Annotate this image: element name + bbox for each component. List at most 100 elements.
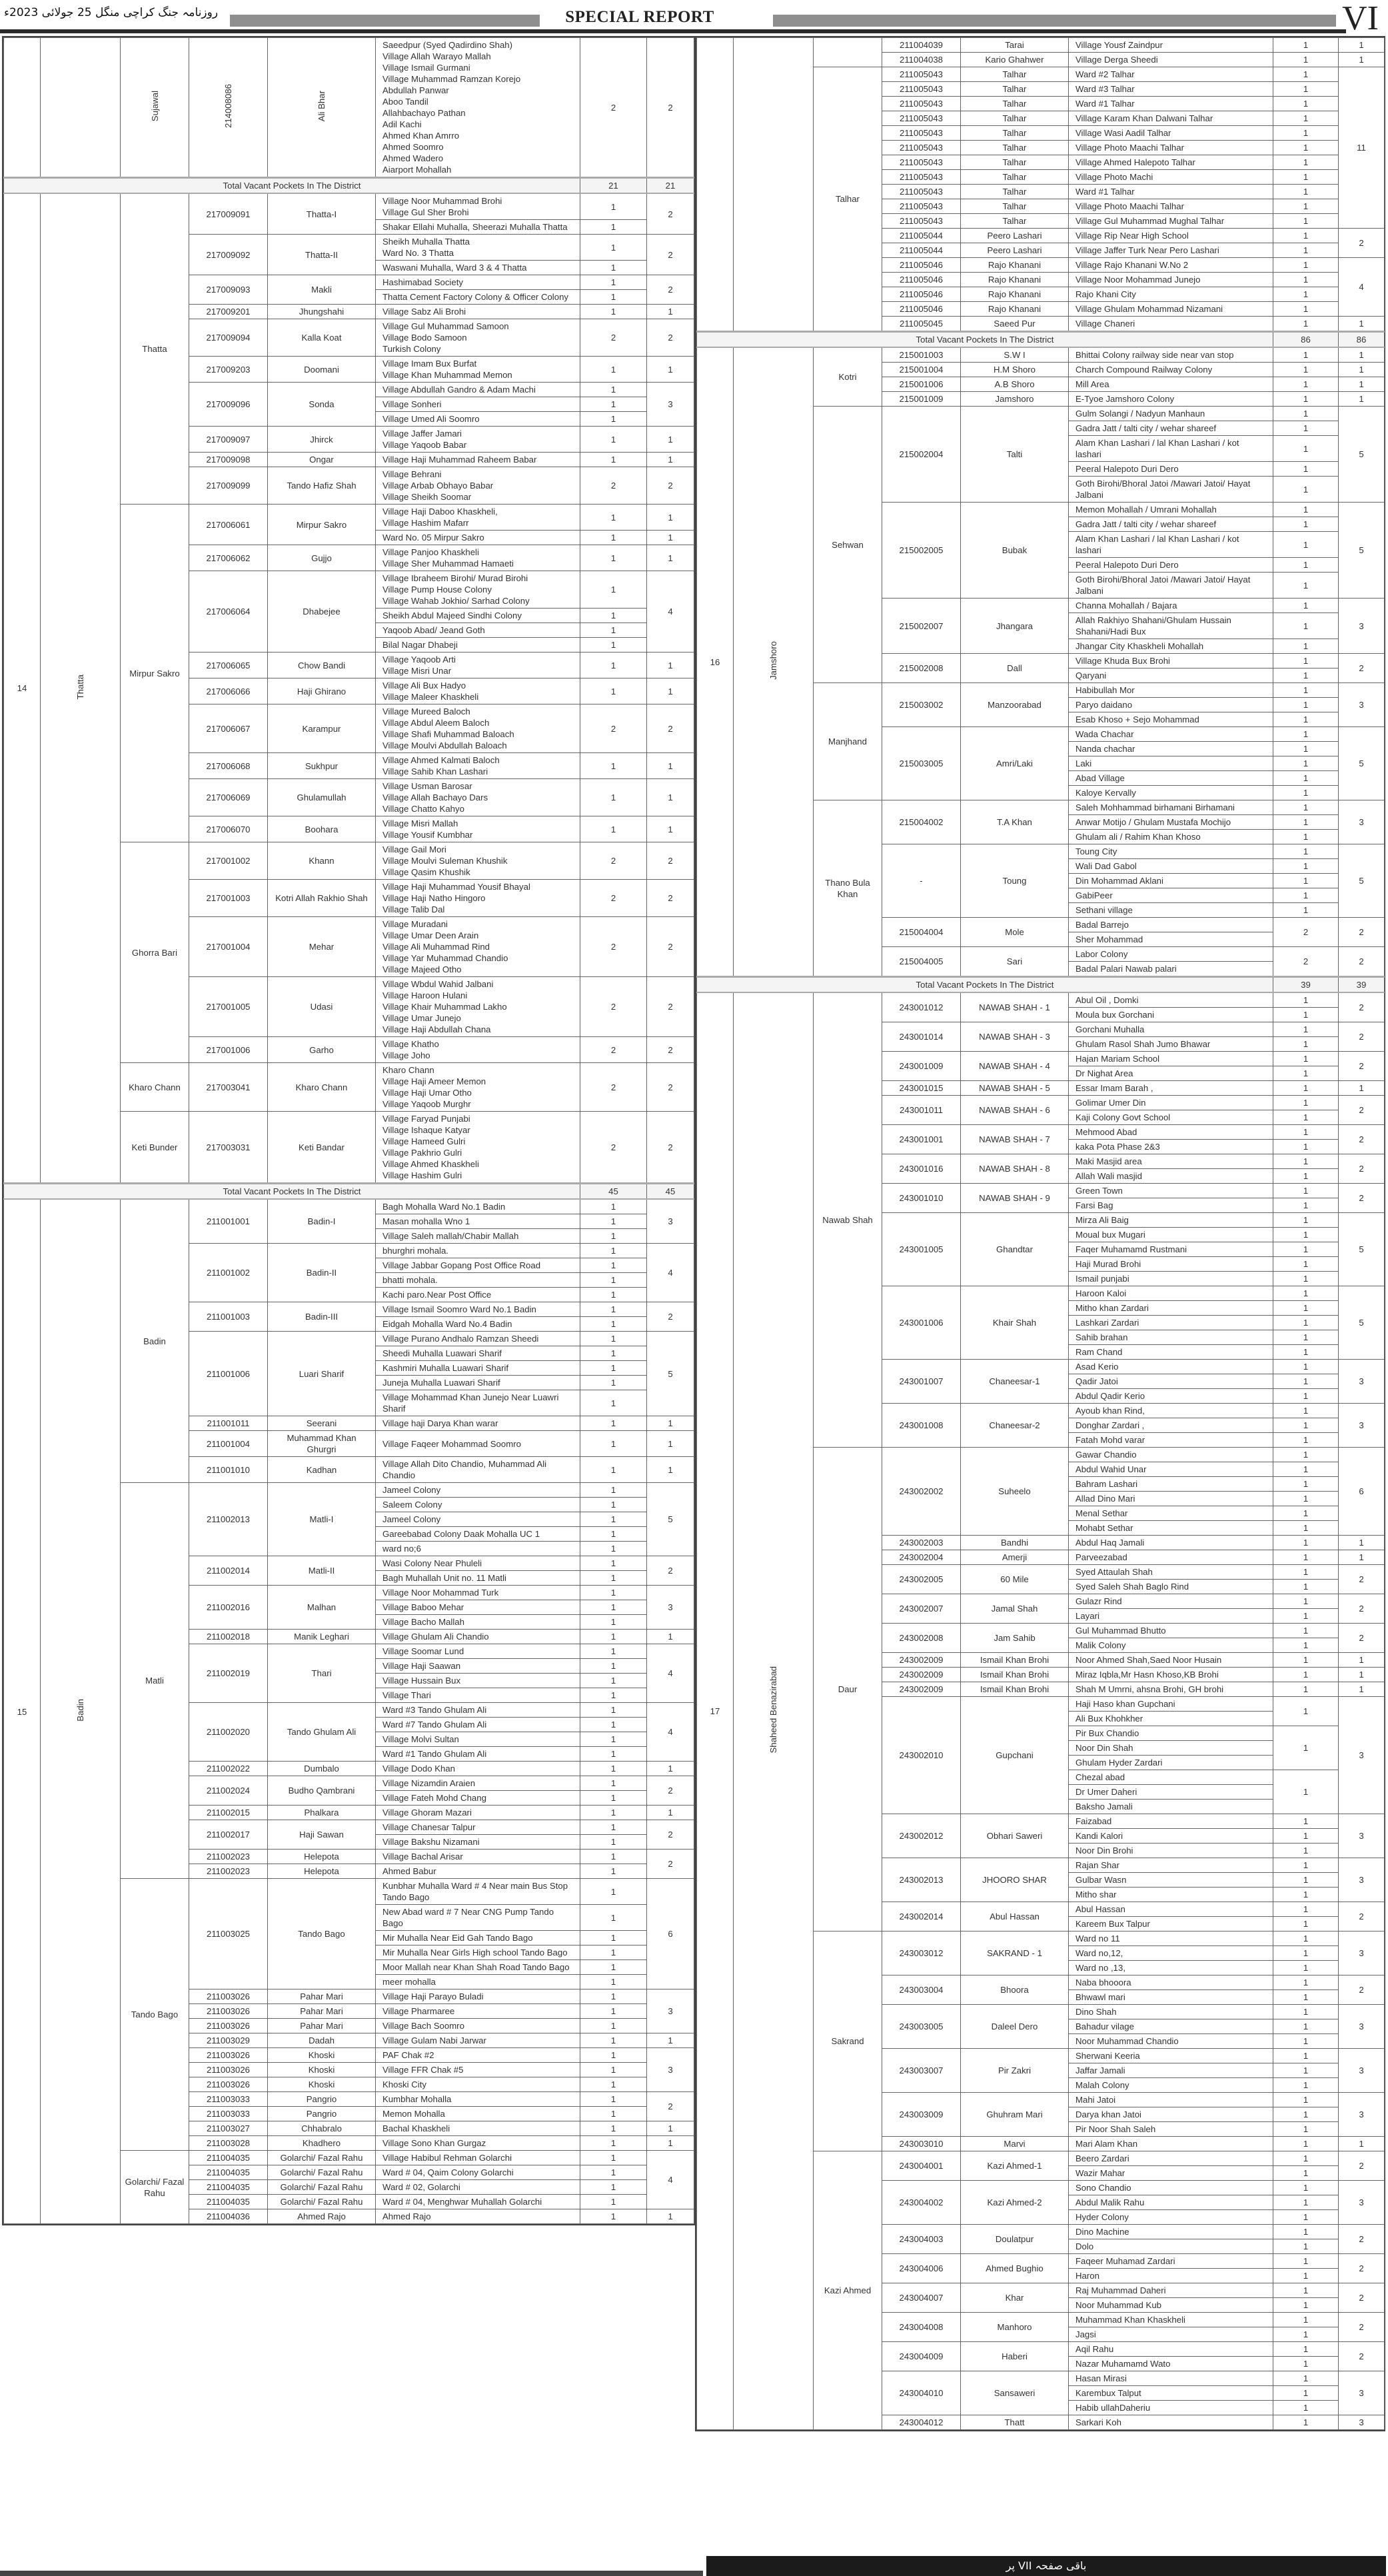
pocket-count: 1 xyxy=(1273,992,1339,1008)
pocket-count: 1 xyxy=(580,356,647,383)
uc-total: 1 xyxy=(646,1629,694,1644)
locality: Miraz Iqbla,Mr Hasn Khoso,KB Brohi xyxy=(1068,1667,1273,1682)
table-row: Goth Birohi/Bhoral Jatoi /Mawari Jatoi/ … xyxy=(697,476,1385,503)
uc-name: Pahar Mari xyxy=(267,2003,376,2019)
pocket-count: 1 xyxy=(580,1541,647,1556)
locality: Din Mohammad Aklani xyxy=(1068,873,1273,888)
uc-name: Amerji xyxy=(960,1550,1069,1565)
pocket-count: 1 xyxy=(580,2077,647,2092)
total-label: Total Vacant Pockets In The District xyxy=(3,1182,580,1200)
table-row: 211005046 Rajo Khanani Rajo Khani City 1 xyxy=(697,287,1385,302)
uc-code: 243001008 xyxy=(882,1403,961,1448)
uc-code: 211005044 xyxy=(882,228,961,243)
table-row: 243004010 Sansaweri Hasan Mirasi 1 3 xyxy=(697,2371,1385,2415)
locality: Village Ibraheem Birohi/ Murad Birohi Vi… xyxy=(375,571,580,609)
table-row: Abdul Wahid Unar 1 xyxy=(697,1462,1385,1477)
locality: Village Wasi Aadil Talhar xyxy=(1068,125,1273,141)
table-row: Jaffar Jamali 1 xyxy=(697,2063,1385,2078)
table-row: 243001001 NAWAB SHAH - 7 Mehmood Abad 1 2 xyxy=(697,1124,1385,1154)
locality: Village Bachal Arisar xyxy=(375,1849,580,1864)
table-row: Bahadur vilage 1 xyxy=(697,2019,1385,2034)
pocket-count: 1 xyxy=(1273,814,1339,830)
pocket-count: 1 xyxy=(580,2091,647,2107)
uc-code: 211005043 xyxy=(882,213,961,229)
locality: Kumbhar Mohalla xyxy=(375,2091,580,2107)
locality: Kaji Colony Govt School xyxy=(1068,1110,1273,1125)
uc-name: Kario Ghahwer xyxy=(960,52,1069,67)
uc-name: NAWAB SHAH - 3 xyxy=(960,1022,1069,1052)
uc-code: 243003004 xyxy=(882,1975,961,2005)
uc-code: 217003041 xyxy=(189,1062,268,1112)
district-total-row: Total Vacant Pockets In The District 45 45 xyxy=(3,1182,694,1200)
pocket-count: 1 xyxy=(580,1600,647,1615)
locality: Thatta Cement Factory Colony & Officer C… xyxy=(375,289,580,305)
uc-code: 215003005 xyxy=(882,726,961,800)
uc-name: Karampur xyxy=(267,704,376,753)
locality: Saleem Colony xyxy=(375,1497,580,1512)
uc-name: Helepota xyxy=(267,1849,376,1864)
locality: bhurghri mohala. xyxy=(375,1243,580,1258)
pocket-count: 1 xyxy=(1273,1168,1339,1184)
table-row: Ward no ,13, 1 xyxy=(697,1960,1385,1975)
uc-total: 5 xyxy=(1338,1286,1385,1360)
table-row: Esab Khoso + Sejo Mohammad 1 xyxy=(697,712,1385,727)
locality: Mitho khan Zardari xyxy=(1068,1300,1273,1316)
locality: Ward #2 Talhar xyxy=(1068,67,1273,82)
uc-name: Talhar xyxy=(960,96,1069,111)
uc-name: Sari xyxy=(960,946,1069,977)
pocket-count: 1 xyxy=(1273,712,1339,727)
uc-total: 4 xyxy=(1338,257,1385,317)
table-row: 211004035 Golarchi/ Fazal Rahu Ward # 04, … xyxy=(4,2194,694,2209)
pocket-count: 1 xyxy=(580,623,647,638)
uc-name: Jam Sahib xyxy=(960,1623,1069,1653)
serial-number: 17 xyxy=(696,992,734,2430)
uc-name: Chhabralo xyxy=(267,2121,376,2136)
table-row: Allad Dino Mari 1 xyxy=(697,1491,1385,1506)
uc-total: 1 xyxy=(1338,1652,1385,1668)
uc-name: Dall xyxy=(960,653,1069,683)
header-rule xyxy=(0,29,1346,33)
locality: ward no;6 xyxy=(375,1541,580,1556)
pocket-count: 1 xyxy=(1273,1579,1339,1594)
uc-code: 243002009 xyxy=(882,1682,961,1697)
district-name xyxy=(40,37,121,178)
pocket-count: 2 xyxy=(1273,946,1339,977)
uc-total: 2 xyxy=(1338,1051,1385,1081)
uc-name: Ghulamullah xyxy=(267,778,376,816)
locality: Bilal Nagar Dhabeji xyxy=(375,637,580,652)
uc-code: 243001001 xyxy=(882,1124,961,1154)
uc-code: 243002009 xyxy=(882,1667,961,1682)
table-row: Village Bacho Mallah 1 xyxy=(4,1614,694,1630)
locality: Village Thari xyxy=(375,1688,580,1703)
table-row: 217009097 Jhirck Village Jaffer Jamari Vil… xyxy=(4,426,694,453)
uc-code: 243001006 xyxy=(882,1286,961,1360)
uc-name: Kharo Chann xyxy=(267,1062,376,1112)
uc-name: Chow Bandi xyxy=(267,652,376,678)
table-row: Wazir Mahar 1 xyxy=(697,2165,1385,2181)
uc-name: Ahmed Bughio xyxy=(960,2253,1069,2283)
locality: Baksho Jamali xyxy=(1068,1799,1273,1814)
pocket-count: 1 xyxy=(1273,2341,1339,2357)
uc-code: 217006061 xyxy=(189,504,268,545)
locality: Channa Mohallah / Bajara xyxy=(1068,598,1273,613)
table-row: Moula bux Gorchani 1 xyxy=(697,1007,1385,1022)
pocket-count: 1 xyxy=(1273,1403,1339,1418)
uc-code: 217006064 xyxy=(189,571,268,652)
locality: Noor Muhammad Kub xyxy=(1068,2297,1273,2313)
locality: Mahi Jatoi xyxy=(1068,2092,1273,2107)
locality: Village Sonheri xyxy=(375,397,580,412)
uc-name: Talhar xyxy=(960,81,1069,97)
table-row: 211005043 Talhar Village Photo Machi 1 xyxy=(697,169,1385,185)
total-sum: 39 xyxy=(1338,976,1385,993)
taluka-name: Thano Bula Khan xyxy=(813,800,882,977)
uc-name: NAWAB SHAH - 7 xyxy=(960,1124,1069,1154)
uc-total: 1 xyxy=(646,778,694,816)
pocket-count: 1 xyxy=(580,2018,647,2033)
uc-code: 243002014 xyxy=(882,1902,961,1932)
uc-total: 2 xyxy=(646,319,694,357)
pocket-count: 1 xyxy=(1273,1124,1339,1140)
uc-total: 1 xyxy=(646,504,694,531)
uc-name: Keti Bandar xyxy=(267,1111,376,1184)
pocket-count: 1 xyxy=(1273,1330,1339,1345)
locality: Bhwawl mari xyxy=(1068,1989,1273,2005)
